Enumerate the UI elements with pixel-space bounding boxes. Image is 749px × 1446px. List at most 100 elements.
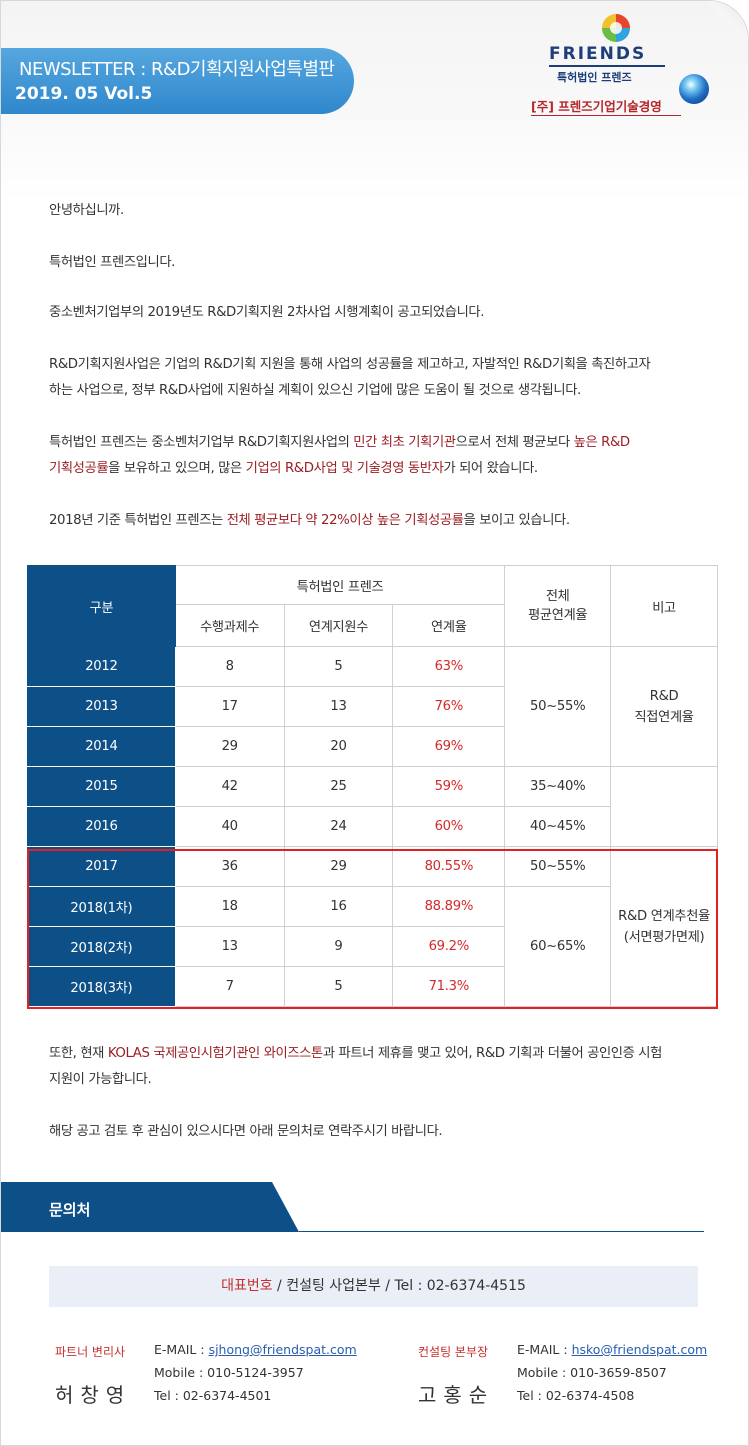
average-2018: 60~65% xyxy=(504,886,612,1007)
contact-tel: Tel : 02-6374-4508 xyxy=(517,1388,635,1403)
row-tasks: 17 xyxy=(174,686,285,727)
row-linked: 29 xyxy=(283,846,394,887)
logo-corporation: [주] 프렌즈기업기술경영 xyxy=(531,99,662,114)
main-phone-details[interactable]: / 컨설팅 사업본부 / Tel : 02-6374-4515 xyxy=(272,1278,526,1294)
row-year: 2015 xyxy=(27,766,176,807)
highlight-kolas: KOLAS 국제공인시험기관인 와이즈스톤 xyxy=(107,1046,323,1061)
row-year: 2017 xyxy=(27,846,176,887)
logo-subtitle: 특허법인 프렌즈 xyxy=(557,71,632,84)
email-label: E-MAIL : xyxy=(154,1342,209,1357)
note-recommendation-line1: R&D 연계추천율 xyxy=(618,908,710,924)
highlight-high-rnd: 높은 R&D xyxy=(573,435,631,450)
row-year: 2013 xyxy=(27,686,176,727)
contact-name: 허창영 xyxy=(55,1383,132,1407)
newsletter-title: NEWSLETTER : R&D기획지원사업특별판 xyxy=(19,59,335,80)
page-corner-fold xyxy=(708,1,748,41)
program-description-line1: R&D기획지원사업은 기업의 R&D기획 지원을 통해 사업의 성공률을 제고하… xyxy=(49,357,651,372)
newsletter-title-banner: NEWSLETTER : R&D기획지원사업특별판 2019. 05 Vol.5 xyxy=(1,48,354,114)
logo-wordmark: FRIENDS xyxy=(549,44,647,64)
main-phone-label: 대표번호 xyxy=(221,1278,273,1294)
main-phone-bar: 대표번호 / 컨설팅 사업본부 / Tel : 02-6374-4515 xyxy=(49,1266,698,1307)
contact-mobile: Mobile : 010-3659-8507 xyxy=(517,1365,667,1380)
partnership-text: 또한, 현재 KOLAS 국제공인시험기관인 와이즈스톤과 파트너 제휴를 맺고… xyxy=(49,1041,709,1093)
row-year: 2018(3차) xyxy=(27,966,176,1007)
row-linked: 16 xyxy=(283,886,394,927)
contact-email-row: E-MAIL : hsko@friendspat.com xyxy=(517,1339,707,1361)
email-link[interactable]: sjhong@friendspat.com xyxy=(208,1342,357,1357)
row-year: 2018(1차) xyxy=(27,886,176,927)
average-2017: 50~55% xyxy=(504,846,612,887)
average-2015: 35~40% xyxy=(504,766,612,807)
highlight-partner: 기업의 R&D사업 및 기술경영 동반자 xyxy=(245,461,444,476)
row-linked: 24 xyxy=(283,806,394,847)
table-header-note: 비고 xyxy=(610,565,718,647)
intro-text: 특허법인 프렌즈입니다. xyxy=(49,255,175,270)
friends-logo: FRIENDS 특허법인 프렌즈 [주] 프렌즈기업기술경영 xyxy=(531,13,721,123)
table-header-average: 전체 평균연계율 xyxy=(504,565,612,647)
row-rate: 88.89% xyxy=(392,886,506,927)
row-linked: 5 xyxy=(283,966,394,1007)
row-rate: 59% xyxy=(392,766,506,807)
row-linked: 13 xyxy=(283,686,394,727)
company-description-part-c: 을 보유하고 있으며, 많은 xyxy=(108,461,246,476)
table-header-friends: 특허법인 프렌즈 xyxy=(174,565,506,605)
highlight-success-rate: 기획성공률 xyxy=(49,461,109,476)
row-rate: 71.3% xyxy=(392,966,506,1007)
success-rate-text: 2018년 기준 특허법인 프렌즈는 전체 평균보다 약 22%이상 높은 기획… xyxy=(49,508,709,534)
table-row: 2017 36 29 80.55% 50~55% R&D 연계추천율 (서면평가… xyxy=(27,846,718,1007)
note-direct-linkage: R&D 직접연계율 xyxy=(610,646,718,767)
row-rate: 69% xyxy=(392,726,506,767)
note-empty xyxy=(610,766,718,847)
note-recommendation-line2: (서면평가면제) xyxy=(623,929,705,945)
contact-section-tab xyxy=(1,1182,299,1232)
row-linked: 20 xyxy=(283,726,394,767)
row-tasks: 13 xyxy=(174,926,285,967)
row-year: 2012 xyxy=(27,646,176,687)
row-rate: 69.2% xyxy=(392,926,506,967)
row-tasks: 40 xyxy=(174,806,285,847)
contact-name: 고홍순 xyxy=(418,1383,495,1407)
row-year: 2018(2차) xyxy=(27,926,176,967)
contact-mobile: Mobile : 010-5124-3957 xyxy=(154,1365,304,1380)
email-link[interactable]: hsko@friendspat.com xyxy=(571,1342,708,1357)
average-2016: 40~45% xyxy=(504,806,612,847)
table-row: 2018(3차) 7 5 71.3% xyxy=(27,966,718,1007)
row-tasks: 18 xyxy=(174,886,285,927)
logo-underline xyxy=(549,65,665,67)
table-header-category: 구분 xyxy=(27,565,176,647)
announcement-text: 중소벤처기업부의 2019년도 R&D기획지원 2차사업 시행계획이 공고되었습… xyxy=(49,305,485,320)
table-header-linked: 연계지원수 xyxy=(283,604,394,647)
success-rate-part-b: 을 보이고 있습니다. xyxy=(463,513,571,528)
newsletter-issue: 2019. 05 Vol.5 xyxy=(15,84,153,104)
note-direct-linkage-line1: R&D xyxy=(649,688,679,704)
partnership-part-a: 또한, 현재 xyxy=(49,1046,108,1061)
program-description-line2: 하는 사업으로, 정부 R&D사업에 지원하실 계획이 있으신 기업에 많은 도… xyxy=(49,383,581,398)
row-rate: 60% xyxy=(392,806,506,847)
row-tasks: 36 xyxy=(174,846,285,887)
logo-corporation-underline xyxy=(531,115,681,116)
greeting-text: 안녕하십니까. xyxy=(49,203,124,218)
contact-email-row: E-MAIL : sjhong@friendspat.com xyxy=(154,1339,357,1361)
contact-divider xyxy=(299,1231,704,1232)
row-year: 2014 xyxy=(27,726,176,767)
row-rate: 80.55% xyxy=(392,846,506,887)
partnership-line2: 지원이 가능합니다. xyxy=(49,1072,152,1087)
row-linked: 5 xyxy=(283,646,394,687)
note-recommendation: R&D 연계추천율 (서면평가면제) xyxy=(610,846,718,1007)
row-tasks: 8 xyxy=(174,646,285,687)
success-rate-part-a: 2018년 기준 특허법인 프렌즈는 xyxy=(49,513,227,528)
company-description-part-d: 가 되어 왔습니다. xyxy=(443,461,538,476)
contact-role: 컨설팅 본부장 xyxy=(418,1345,489,1359)
highlight-first-private-planner: 민간 최초 기획기관 xyxy=(353,435,456,450)
row-tasks: 29 xyxy=(174,726,285,767)
average-2012-2014: 50~55% xyxy=(504,646,612,767)
company-description-part-b: 으로서 전체 평균보다 xyxy=(455,435,574,450)
table-row: 2015 42 25 59% 35~40% xyxy=(27,766,718,847)
row-rate: 63% xyxy=(392,646,506,687)
logo-orb-icon xyxy=(679,74,709,104)
logo-globe-icon xyxy=(602,14,630,42)
note-direct-linkage-line2: 직접연계율 xyxy=(634,709,694,725)
contact-section-title: 문의처 xyxy=(49,1201,91,1219)
table-header-rate: 연계율 xyxy=(392,604,506,647)
